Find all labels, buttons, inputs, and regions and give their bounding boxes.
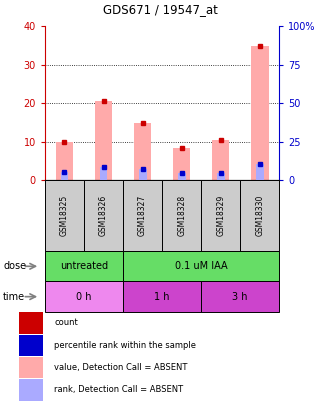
- Bar: [139, 169, 146, 180]
- Bar: [19, 335, 43, 356]
- FancyBboxPatch shape: [123, 251, 279, 281]
- Text: GSM18328: GSM18328: [177, 195, 186, 236]
- Bar: [100, 167, 108, 180]
- FancyBboxPatch shape: [45, 251, 123, 281]
- Text: rank, Detection Call = ABSENT: rank, Detection Call = ABSENT: [55, 385, 184, 394]
- Text: time: time: [3, 292, 25, 302]
- Bar: [178, 173, 186, 180]
- Bar: [19, 379, 43, 401]
- FancyBboxPatch shape: [45, 281, 123, 312]
- Text: GSM18330: GSM18330: [255, 195, 264, 237]
- Bar: [212, 140, 230, 180]
- Text: untreated: untreated: [60, 261, 108, 271]
- Text: 1 h: 1 h: [154, 292, 170, 302]
- Text: 0.1 uM IAA: 0.1 uM IAA: [175, 261, 228, 271]
- Bar: [19, 312, 43, 334]
- Text: 0 h: 0 h: [76, 292, 92, 302]
- FancyBboxPatch shape: [123, 180, 162, 251]
- FancyBboxPatch shape: [201, 180, 240, 251]
- Text: count: count: [55, 318, 78, 328]
- Bar: [173, 147, 190, 180]
- Text: percentile rank within the sample: percentile rank within the sample: [55, 341, 196, 350]
- Text: GSM18326: GSM18326: [99, 195, 108, 236]
- Text: GSM18327: GSM18327: [138, 195, 147, 236]
- Bar: [19, 357, 43, 378]
- FancyBboxPatch shape: [240, 180, 279, 251]
- Bar: [256, 164, 264, 180]
- Bar: [134, 123, 152, 180]
- FancyBboxPatch shape: [162, 180, 201, 251]
- Bar: [56, 142, 73, 180]
- Text: GSM18325: GSM18325: [60, 195, 69, 236]
- Text: value, Detection Call = ABSENT: value, Detection Call = ABSENT: [55, 363, 188, 372]
- Bar: [61, 172, 68, 180]
- Bar: [251, 46, 269, 180]
- Text: 3 h: 3 h: [232, 292, 248, 302]
- Text: GDS671 / 19547_at: GDS671 / 19547_at: [103, 3, 218, 16]
- FancyBboxPatch shape: [45, 180, 84, 251]
- Text: dose: dose: [3, 261, 26, 271]
- FancyBboxPatch shape: [201, 281, 279, 312]
- Bar: [95, 101, 112, 180]
- Text: GSM18329: GSM18329: [216, 195, 225, 236]
- FancyBboxPatch shape: [123, 281, 201, 312]
- Bar: [217, 173, 225, 180]
- FancyBboxPatch shape: [84, 180, 123, 251]
